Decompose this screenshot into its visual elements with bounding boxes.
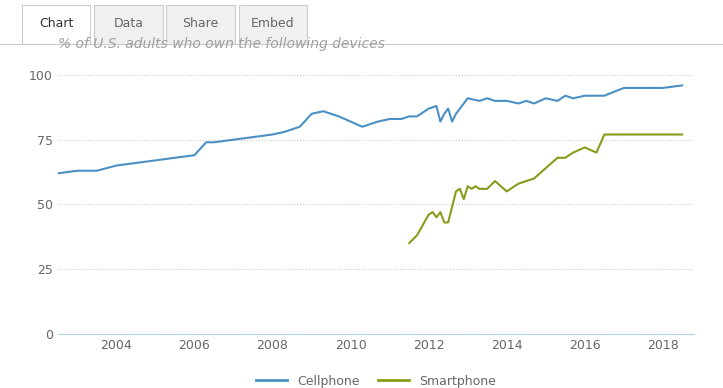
FancyBboxPatch shape bbox=[22, 5, 90, 44]
FancyBboxPatch shape bbox=[94, 5, 163, 44]
Text: Embed: Embed bbox=[251, 17, 295, 30]
Text: Share: Share bbox=[182, 17, 219, 30]
FancyBboxPatch shape bbox=[239, 5, 307, 44]
FancyBboxPatch shape bbox=[166, 5, 235, 44]
Text: % of U.S. adults who own the following devices: % of U.S. adults who own the following d… bbox=[58, 37, 385, 51]
Legend: Cellphone, Smartphone: Cellphone, Smartphone bbox=[251, 370, 501, 388]
Text: Chart: Chart bbox=[39, 17, 73, 30]
Text: Data: Data bbox=[114, 17, 143, 30]
